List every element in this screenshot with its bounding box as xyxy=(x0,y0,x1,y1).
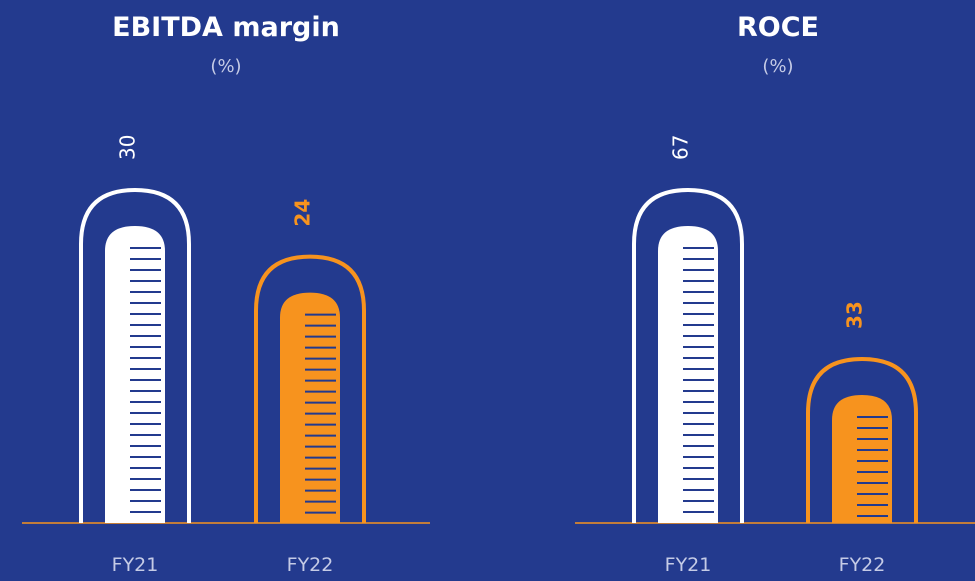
chart-title: ROCE xyxy=(737,12,819,43)
bar-outline xyxy=(632,187,744,523)
chart-title: EBITDA margin xyxy=(112,12,340,43)
value-label: 67 xyxy=(669,135,693,160)
chart-subtitle: (%) xyxy=(762,56,793,77)
bar-outline xyxy=(79,187,191,523)
value-label: 33 xyxy=(843,301,867,329)
bar-outline xyxy=(806,356,918,523)
x-tick-label: FY22 xyxy=(287,554,334,576)
chart-subtitle: (%) xyxy=(210,56,241,77)
bar-fill xyxy=(280,292,340,523)
bar-fill xyxy=(105,226,165,523)
bar-fill xyxy=(832,394,892,523)
x-tick-label: FY21 xyxy=(112,554,159,576)
bar-fill xyxy=(658,226,718,523)
value-label: 30 xyxy=(116,135,140,160)
bar-outline xyxy=(254,254,366,523)
x-tick-label: FY22 xyxy=(839,554,886,576)
value-label: 24 xyxy=(291,199,315,227)
x-tick-label: FY21 xyxy=(665,554,712,576)
